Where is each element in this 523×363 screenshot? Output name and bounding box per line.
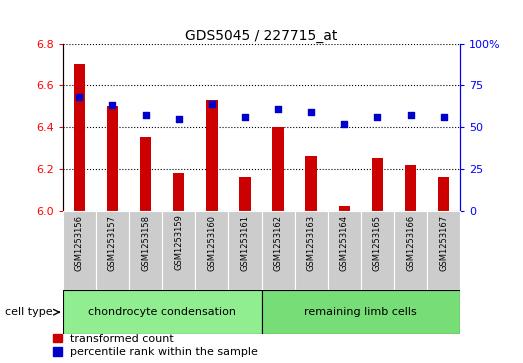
Bar xyxy=(262,211,294,290)
Bar xyxy=(427,211,460,290)
Point xyxy=(208,101,216,107)
Point xyxy=(108,102,117,108)
Bar xyxy=(74,64,85,211)
Bar xyxy=(195,211,229,290)
Text: GSM1253159: GSM1253159 xyxy=(174,215,183,270)
Text: cell type: cell type xyxy=(5,307,53,317)
Text: remaining limb cells: remaining limb cells xyxy=(304,307,417,317)
Bar xyxy=(63,211,96,290)
Bar xyxy=(107,106,118,211)
Text: chondrocyte condensation: chondrocyte condensation xyxy=(88,307,236,317)
Bar xyxy=(206,100,218,211)
Bar xyxy=(372,158,383,211)
Point xyxy=(141,113,150,118)
Bar xyxy=(394,211,427,290)
Point xyxy=(241,114,249,120)
Bar xyxy=(140,138,151,211)
Point xyxy=(175,116,183,122)
Bar xyxy=(272,127,284,211)
Text: GSM1253156: GSM1253156 xyxy=(75,215,84,270)
Bar xyxy=(229,211,262,290)
Legend: transformed count, percentile rank within the sample: transformed count, percentile rank withi… xyxy=(53,334,258,358)
Bar xyxy=(305,156,317,211)
Bar xyxy=(173,173,185,211)
Bar xyxy=(129,211,162,290)
Text: GSM1253158: GSM1253158 xyxy=(141,215,150,270)
Bar xyxy=(96,211,129,290)
Text: GSM1253160: GSM1253160 xyxy=(207,215,217,270)
Bar xyxy=(63,290,262,334)
Bar xyxy=(239,177,251,211)
Bar xyxy=(361,211,394,290)
Text: GSM1253161: GSM1253161 xyxy=(241,215,249,270)
Bar xyxy=(338,207,350,211)
Point xyxy=(406,113,415,118)
Bar xyxy=(262,290,460,334)
Text: GSM1253157: GSM1253157 xyxy=(108,215,117,270)
Bar xyxy=(438,177,449,211)
Text: GSM1253165: GSM1253165 xyxy=(373,215,382,270)
Point xyxy=(307,109,315,115)
Text: GSM1253162: GSM1253162 xyxy=(274,215,282,270)
Bar xyxy=(328,211,361,290)
Point xyxy=(439,114,448,120)
Text: GSM1253163: GSM1253163 xyxy=(306,215,316,271)
Bar xyxy=(405,165,416,211)
Text: GSM1253167: GSM1253167 xyxy=(439,215,448,271)
Text: GSM1253166: GSM1253166 xyxy=(406,215,415,271)
Text: GSM1253164: GSM1253164 xyxy=(340,215,349,270)
Bar xyxy=(162,211,195,290)
Point xyxy=(75,94,84,100)
Bar xyxy=(294,211,328,290)
Point xyxy=(340,121,348,127)
Title: GDS5045 / 227715_at: GDS5045 / 227715_at xyxy=(185,29,338,42)
Point xyxy=(373,114,382,120)
Point xyxy=(274,106,282,111)
